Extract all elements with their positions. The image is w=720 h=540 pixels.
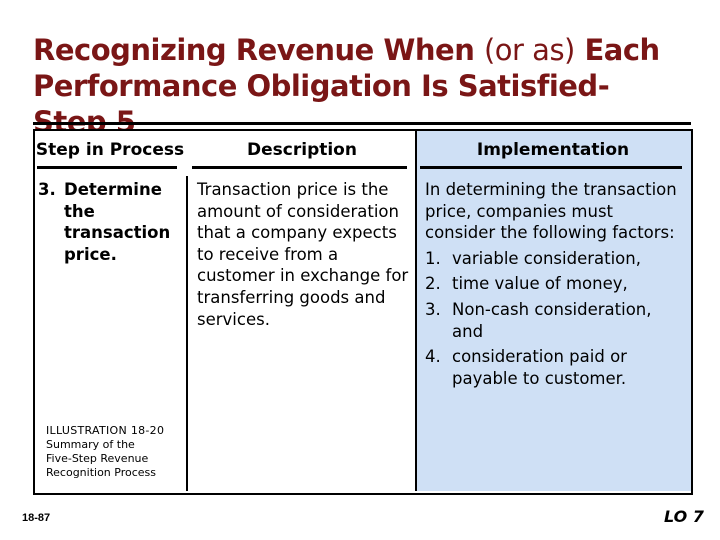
- step-line-1: Determine: [64, 180, 162, 199]
- title-rule: [33, 122, 691, 125]
- list-item-number: 2.: [425, 274, 441, 294]
- header-description: Description: [247, 140, 357, 160]
- list-item-text: consideration paid or payable to custome…: [452, 347, 627, 388]
- title-line-2: Performance Obligation Is Satisfied-: [33, 69, 610, 103]
- implementation-cell: In determining the transaction price, co…: [425, 179, 685, 393]
- list-item-text: Non-cash consideration, and: [452, 299, 652, 341]
- step-line-4: price.: [64, 244, 117, 264]
- description-cell: Transaction price is the amount of consi…: [197, 180, 409, 329]
- illustration-caption-line-2: Five-Step Revenue: [46, 452, 149, 465]
- header-step: Step in Process: [35, 140, 185, 160]
- step-line-3: transaction: [64, 223, 171, 243]
- title-line-1-part-a: Recognizing Revenue When: [33, 33, 475, 67]
- list-item-text: variable consideration,: [452, 248, 641, 268]
- title-line-1-part-c: Each: [584, 33, 660, 67]
- list-item-number: 4.: [425, 347, 441, 367]
- step-line-2: the: [64, 201, 95, 221]
- step-number: 3.: [38, 180, 56, 199]
- header-rule-implementation: [420, 166, 682, 169]
- list-item-number: 1.: [425, 248, 441, 268]
- title-line-1: Recognizing Revenue When (or as) Each: [33, 32, 703, 68]
- illustration-label: ILLUSTRATION 18-20: [46, 424, 165, 437]
- title-line-1-part-b: (or as): [483, 33, 575, 67]
- step-cell: 3. Determine the transaction price.: [38, 179, 178, 265]
- implementation-list: 1. variable consideration, 2. time value o…: [425, 248, 685, 390]
- list-item: 4. consideration paid or payable to custo…: [425, 346, 685, 389]
- illustration-caption-line-3: Recognition Process: [46, 466, 156, 479]
- list-item: 2. time value of money,: [425, 273, 685, 295]
- header-rule-step: [37, 166, 177, 169]
- learning-objective: LO 7: [664, 507, 704, 526]
- list-item: 3. Non-cash consideration, and: [425, 299, 685, 342]
- list-item-text: time value of money,: [452, 274, 628, 294]
- implementation-intro: In determining the transaction price, co…: [425, 180, 677, 243]
- list-item-number: 3.: [425, 299, 441, 319]
- page-number: 18-87: [22, 512, 51, 524]
- description-column-divider: [186, 176, 188, 491]
- header-implementation: Implementation: [476, 140, 630, 160]
- illustration-caption: ILLUSTRATION 18-20 Summary of the Five-S…: [46, 424, 186, 480]
- list-item: 1. variable consideration,: [425, 248, 685, 270]
- illustration-caption-line-1: Summary of the: [46, 438, 135, 451]
- header-rule-description: [192, 166, 407, 169]
- implementation-column-bg: [415, 131, 691, 491]
